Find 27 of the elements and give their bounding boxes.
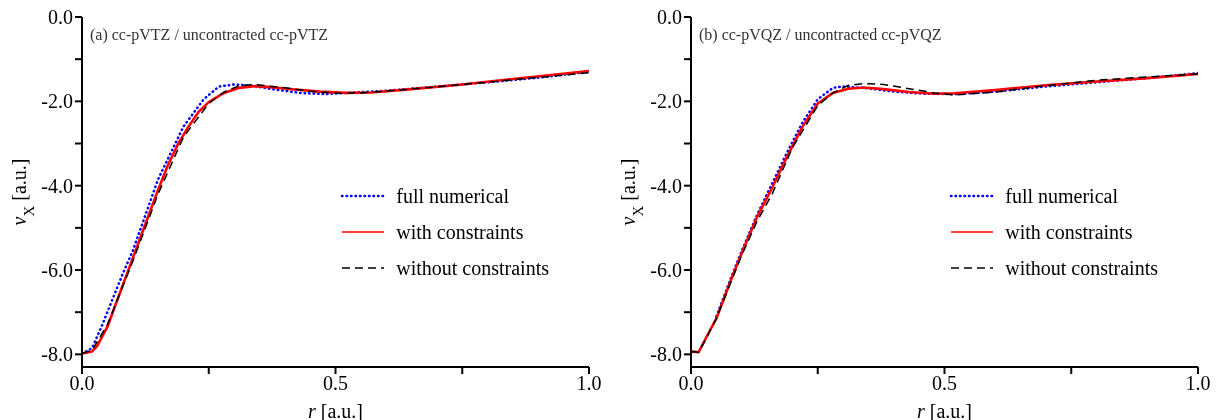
- x-tick-label: 0.0: [69, 372, 95, 395]
- y-tick-label: -4.0: [41, 174, 73, 197]
- y-tick-label: -8.0: [41, 343, 73, 366]
- x-tick-label: 0.0: [678, 372, 704, 395]
- x-tick-label: 0.5: [932, 372, 957, 395]
- y-tick-label: -6.0: [650, 259, 682, 282]
- y-tick-label: -2.0: [650, 90, 682, 113]
- x-axis-title: r [a.u.]: [308, 400, 363, 420]
- legend-label: without constraints: [396, 256, 549, 281]
- x-tick-label: 1.0: [576, 372, 602, 395]
- x-tick-label: 0.5: [323, 372, 348, 395]
- y-tick-label: -2.0: [41, 90, 73, 113]
- legend-label: full numerical: [396, 184, 509, 209]
- legend-label: without constraints: [1005, 256, 1158, 281]
- y-tick-label: 0.0: [48, 6, 73, 29]
- legend-label: full numerical: [1005, 184, 1118, 209]
- x-tick-label: 1.0: [1185, 372, 1211, 395]
- y-tick-label: 0.0: [657, 6, 682, 29]
- annotation: (b) cc-pVQZ / uncontracted cc-pVQZ: [699, 26, 942, 44]
- y-tick-label: -4.0: [650, 174, 682, 197]
- y-tick-label: -6.0: [41, 259, 73, 282]
- legend-label: with constraints: [1005, 220, 1133, 245]
- line-series: [715, 71, 1198, 318]
- legend-label: with constraints: [396, 220, 524, 245]
- x-axis-title: r [a.u.]: [917, 400, 972, 420]
- y-tick-label: -8.0: [650, 343, 682, 366]
- annotation: (a) cc-pVTZ / uncontracted cc-pVTZ: [90, 26, 329, 44]
